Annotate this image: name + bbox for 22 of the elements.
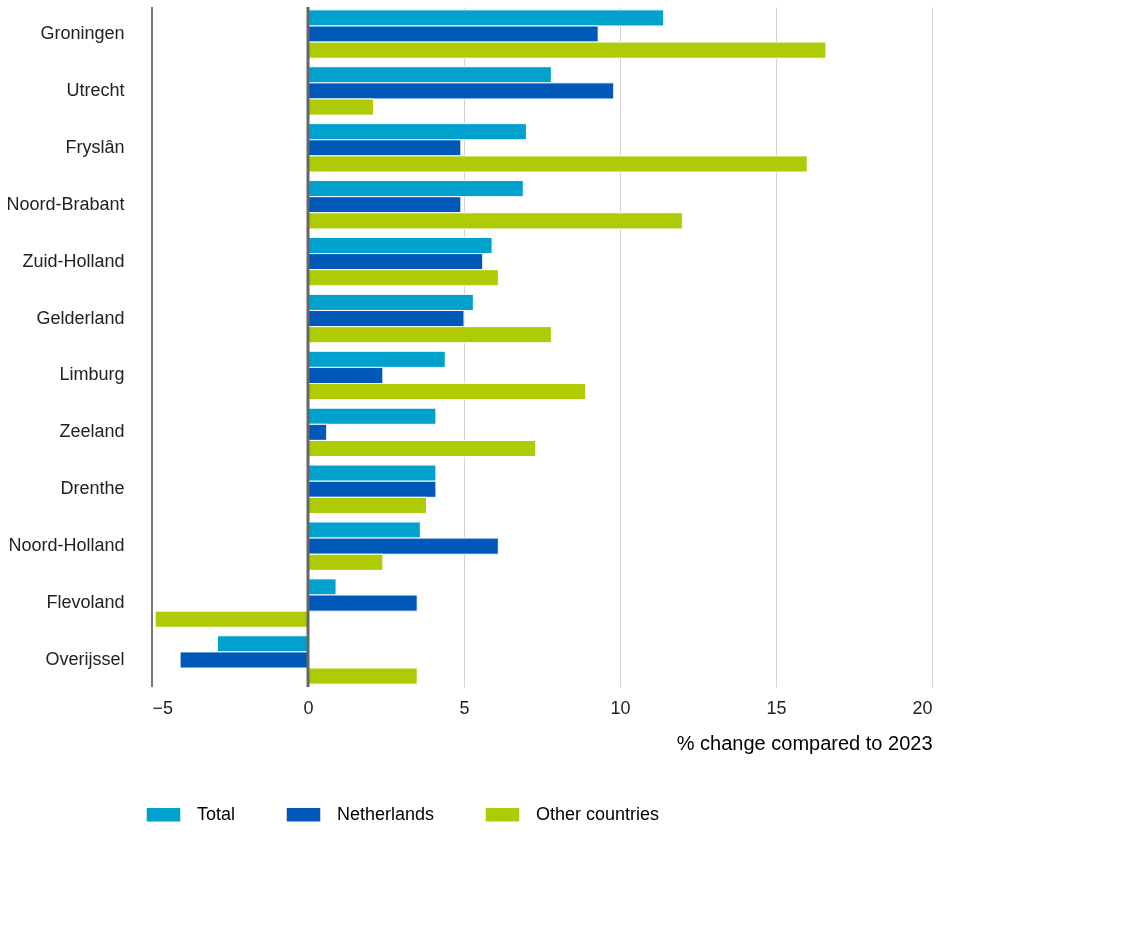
legend-label: Total bbox=[197, 803, 236, 824]
y-tick-label: Fryslân bbox=[65, 136, 125, 157]
legend-label: Other countries bbox=[536, 803, 660, 824]
x-tick-label: 10 bbox=[610, 697, 631, 718]
y-tick-label: Noord-Brabant bbox=[6, 193, 125, 214]
x-axis-title: % change compared to 2023 bbox=[676, 731, 933, 754]
x-tick-label: 5 bbox=[459, 697, 470, 718]
y-tick-label: Noord-Holland bbox=[8, 535, 125, 556]
y-tick-label: Flevoland bbox=[46, 592, 125, 613]
y-tick-label: Utrecht bbox=[66, 79, 125, 100]
y-tick-label: Zeeland bbox=[59, 421, 125, 442]
x-tick-label: 15 bbox=[766, 697, 787, 718]
y-tick-label: Overijssel bbox=[45, 648, 125, 669]
y-tick-label: Zuid-Holland bbox=[22, 250, 125, 271]
x-tick-label: −5 bbox=[152, 697, 174, 718]
x-tick-label: 20 bbox=[912, 697, 933, 718]
y-tick-label: Groningen bbox=[40, 23, 125, 44]
y-tick-label: Gelderland bbox=[36, 307, 125, 328]
legend-label: Netherlands bbox=[337, 803, 435, 824]
x-tick-label: 0 bbox=[303, 697, 314, 718]
y-tick-label: Limburg bbox=[59, 364, 125, 385]
y-tick-label: Drenthe bbox=[60, 478, 125, 499]
